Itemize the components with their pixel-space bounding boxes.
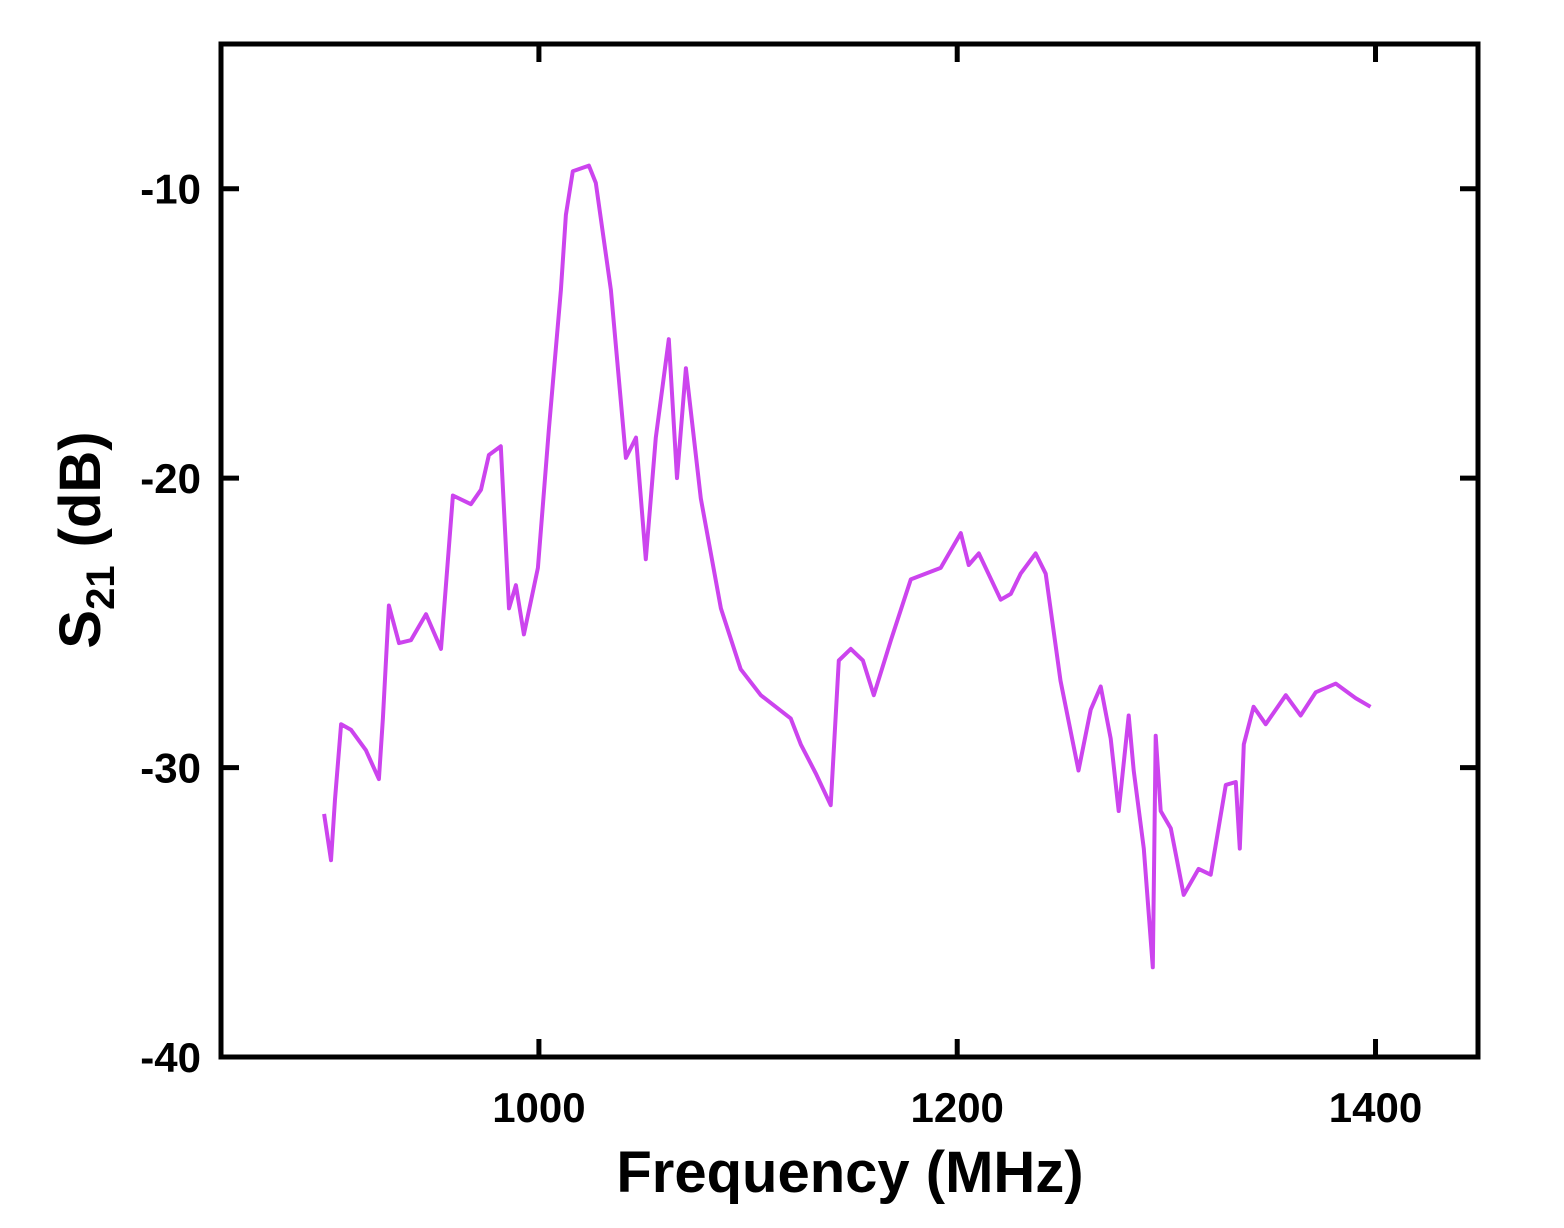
y-tick-label: -30 xyxy=(140,745,201,792)
y-title-sub: 21 xyxy=(79,565,123,610)
y-tick-label: -40 xyxy=(140,1034,201,1081)
x-tick-label: 1200 xyxy=(910,1084,1003,1131)
y-tick-label: -10 xyxy=(140,166,201,213)
x-tick-label: 1000 xyxy=(492,1084,585,1131)
x-axis-title: Frequency (MHz) xyxy=(616,1140,1083,1205)
y-title-main: S xyxy=(48,610,113,649)
y-title-unit: (dB) xyxy=(48,431,113,547)
y-axis-title: S21 (dB) xyxy=(48,431,123,648)
plot-frame xyxy=(218,41,1481,1060)
data-line xyxy=(322,163,1372,970)
y-tick-label: -20 xyxy=(140,455,201,502)
x-tick-label: 1400 xyxy=(1329,1084,1422,1131)
